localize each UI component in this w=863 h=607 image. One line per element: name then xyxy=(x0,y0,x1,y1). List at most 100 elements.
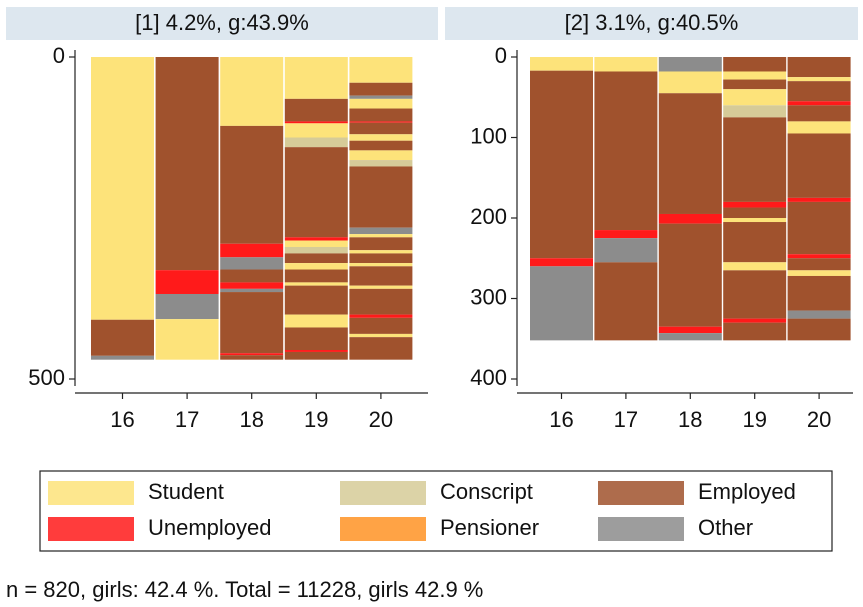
sequence-segment xyxy=(658,93,722,214)
sequence-segment xyxy=(349,227,413,235)
sequence-segment xyxy=(155,270,219,294)
legend-label: Other xyxy=(698,515,753,540)
legend-label: Pensioner xyxy=(440,515,539,540)
sequence-segment xyxy=(723,79,787,90)
sequence-segment xyxy=(349,253,413,264)
sequence-segment xyxy=(723,117,787,202)
sequence-segment xyxy=(787,318,851,341)
sequence-segment xyxy=(284,240,348,247)
sequence-segment xyxy=(787,57,851,78)
sequence-segment xyxy=(787,258,851,271)
sequence-segment xyxy=(155,319,219,360)
sequence-segment xyxy=(284,253,348,264)
x-tick-label: 16 xyxy=(110,407,134,432)
sequence-segment xyxy=(220,282,284,289)
sequence-segment xyxy=(349,150,413,161)
sequence-segment xyxy=(284,269,348,283)
sequence-segment xyxy=(723,89,787,106)
panel-title: [1] 4.2%, g:43.9% xyxy=(135,10,309,35)
sequence-segment xyxy=(155,57,219,271)
sequence-segment xyxy=(723,318,787,323)
panel-title: [2] 3.1%, g:40.5% xyxy=(565,10,739,35)
sequence-segment xyxy=(284,237,348,241)
x-tick-label: 16 xyxy=(549,407,573,432)
legend-swatch xyxy=(48,481,134,505)
sequence-segment xyxy=(349,288,413,315)
sequence-segment xyxy=(349,160,413,167)
sequence-segment xyxy=(723,57,787,72)
y-tick-label: 400 xyxy=(470,365,507,390)
sequence-segment xyxy=(349,263,413,267)
sequence-segment xyxy=(723,270,787,319)
sequence-segment xyxy=(284,350,348,352)
sequence-segment xyxy=(349,57,413,83)
x-tick-label: 18 xyxy=(678,407,702,432)
sequence-segment xyxy=(220,57,284,126)
sequence-segment xyxy=(284,282,348,286)
sequence-segment xyxy=(658,71,722,94)
sequence-segment xyxy=(787,201,851,255)
y-tick-label: 200 xyxy=(470,204,507,229)
sequence-segment xyxy=(594,238,658,263)
x-tick-label: 17 xyxy=(614,407,638,432)
legend-swatch xyxy=(598,481,684,505)
panel-header xyxy=(6,7,438,40)
legend-swatch xyxy=(340,517,426,541)
sequence-segment xyxy=(349,134,413,141)
legend-label: Conscript xyxy=(440,479,533,504)
sequence-segment xyxy=(787,270,851,276)
sequence-segment xyxy=(91,57,154,320)
sequence-segment xyxy=(349,317,413,334)
sequence-segment xyxy=(658,213,722,224)
sequence-segment xyxy=(220,257,284,270)
y-tick-label: 100 xyxy=(470,123,507,148)
sequence-segment xyxy=(91,355,154,360)
y-tick-label: 300 xyxy=(470,284,507,309)
sequence-segment xyxy=(284,137,348,148)
sequence-segment xyxy=(594,230,658,239)
sequence-segment xyxy=(787,197,851,202)
x-tick-label: 17 xyxy=(175,407,199,432)
x-tick-label: 19 xyxy=(742,407,766,432)
sequence-segment xyxy=(723,262,787,271)
sequence-segment xyxy=(284,285,348,315)
legend-swatch xyxy=(340,481,426,505)
sequence-segment xyxy=(220,243,284,258)
sequence-segment xyxy=(220,288,284,293)
x-tick-label: 20 xyxy=(369,407,393,432)
sequence-segment xyxy=(787,101,851,106)
sequence-segment xyxy=(349,98,413,109)
sequence-segment xyxy=(284,147,348,238)
sequence-segment xyxy=(530,258,593,267)
sequence-segment xyxy=(220,269,284,283)
sequence-segment xyxy=(284,351,348,360)
sequence-segment xyxy=(594,57,658,72)
sequence-segment xyxy=(284,98,348,122)
y-tick-label: 500 xyxy=(28,365,65,390)
sequence-segment xyxy=(594,262,658,341)
sequence-segment xyxy=(349,95,413,99)
sequence-segment xyxy=(91,319,154,356)
sequence-segment xyxy=(220,355,284,360)
sequence-segment xyxy=(349,285,413,289)
sequence-segment xyxy=(349,337,413,360)
sequence-segment xyxy=(284,57,348,99)
sequence-segment xyxy=(787,77,851,82)
sequence-segment xyxy=(349,333,413,338)
legend-swatch xyxy=(48,517,134,541)
y-tick-label: 0 xyxy=(53,43,65,68)
panel-header xyxy=(445,7,858,40)
sequence-segment xyxy=(349,140,413,151)
sequence-segment xyxy=(658,57,722,72)
legend-label: Student xyxy=(148,479,224,504)
sequence-segment xyxy=(349,108,413,122)
sequence-segment xyxy=(787,105,851,122)
sequence-segment xyxy=(723,207,787,218)
sequence-segment xyxy=(155,293,219,320)
sequence-segment xyxy=(723,222,787,263)
sequence-segment xyxy=(787,81,851,102)
sequence-segment xyxy=(787,133,851,198)
sequence-segment xyxy=(284,263,348,270)
note: n = 820, girls: 42.4 %. Total = 11228, g… xyxy=(6,577,483,602)
